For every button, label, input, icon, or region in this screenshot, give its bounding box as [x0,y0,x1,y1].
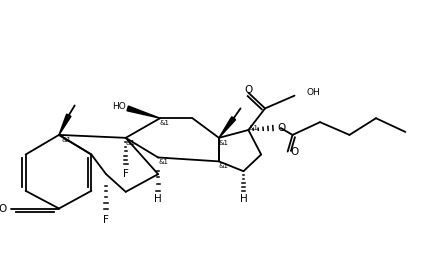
Text: &1: &1 [160,120,170,126]
Text: &1: &1 [62,137,72,143]
Text: &1: &1 [158,159,167,166]
Text: O: O [244,85,252,95]
Text: HO: HO [112,102,125,111]
Text: &1: &1 [219,163,228,169]
Text: H: H [239,194,247,204]
Polygon shape [59,114,71,135]
Text: F: F [103,215,109,225]
Text: &1: &1 [219,140,228,146]
Text: O: O [0,204,7,213]
Text: H: H [154,194,161,204]
Polygon shape [219,117,235,138]
Polygon shape [127,106,160,118]
Text: &1: &1 [248,125,258,131]
Text: O: O [290,147,298,157]
Text: OH: OH [305,88,320,97]
Text: O: O [277,123,285,133]
Text: F: F [123,169,128,179]
Text: &1: &1 [125,140,135,146]
